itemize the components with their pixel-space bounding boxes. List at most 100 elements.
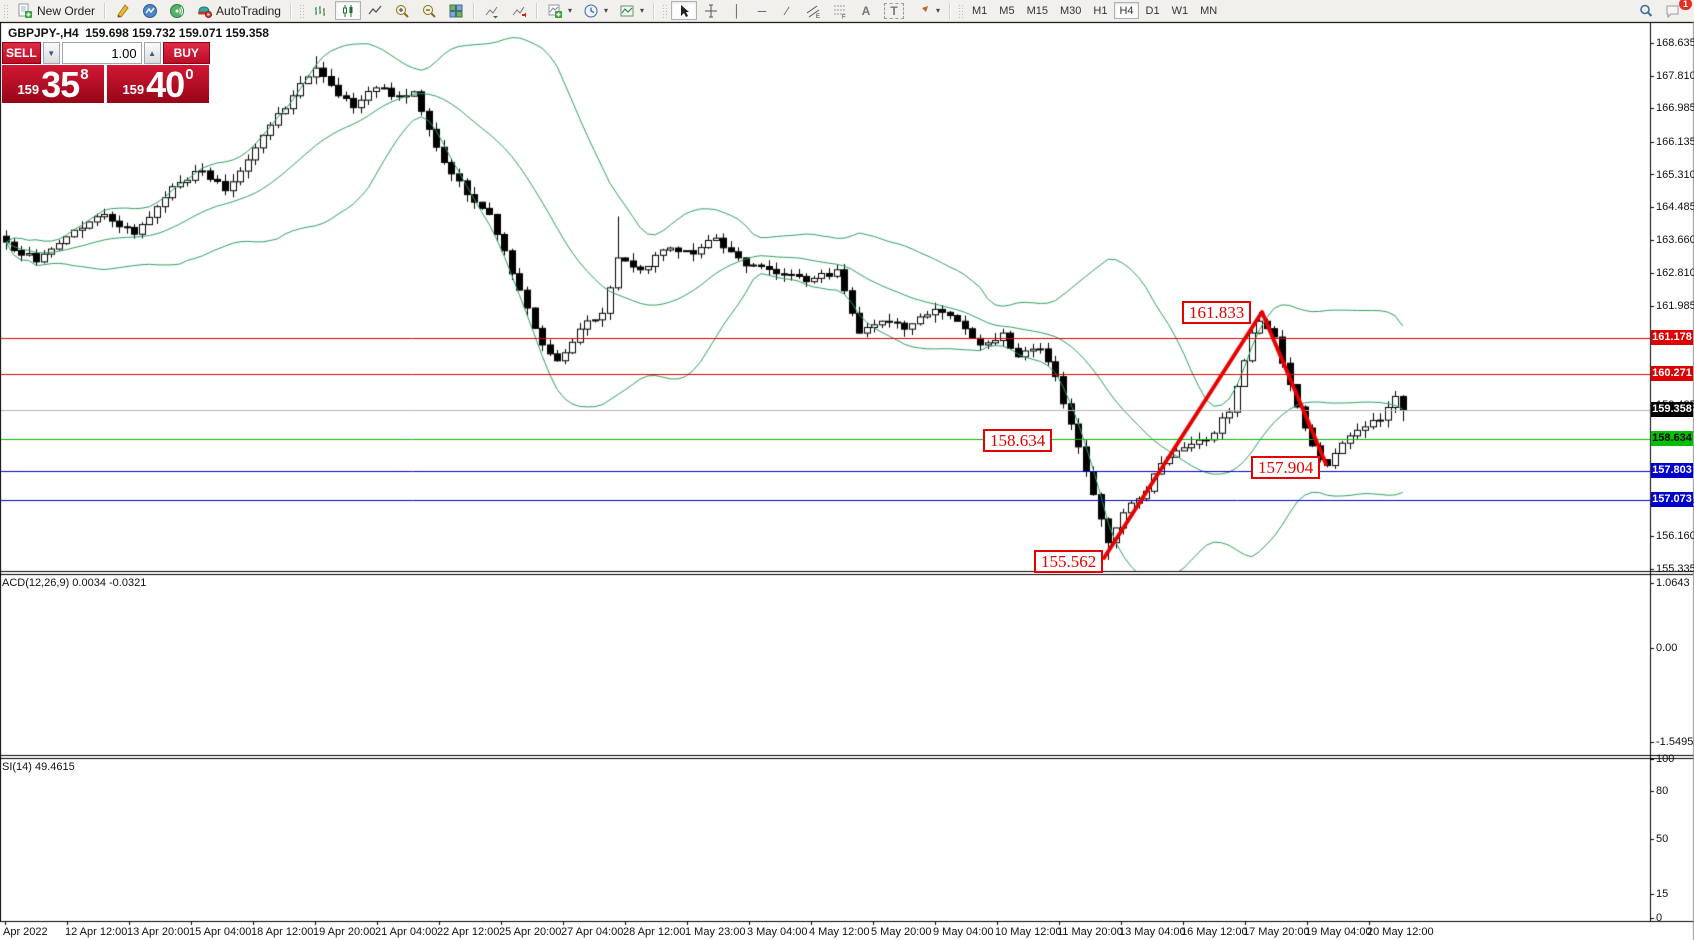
buy-button[interactable]: BUY [162,42,210,64]
macd-indicator-label: ACD(12,26,9) 0.0034 -0.0321 [2,577,147,589]
volume-increase-button[interactable]: ▲ [143,42,161,64]
time-axis-label: 16 May 12:00 [1181,926,1248,938]
price-axis-label: 162.810 [1656,267,1694,280]
macd-axis-label: 0.00 [1656,641,1678,654]
volume-input[interactable] [61,42,142,64]
vertical-line-icon: │ [733,3,741,18]
time-axis-label: 25 Apr 20:00 [499,926,562,938]
rsi-axis-label: 50 [1656,832,1669,845]
rsi-axis-label: 0 [1656,912,1663,924]
signals-button[interactable] [164,1,190,20]
swing-annotation-label: 158.634 [983,429,1053,452]
autotrading-button[interactable]: AutoTrading [191,1,286,20]
time-axis-label: 19 Apr 20:00 [313,926,376,938]
sell-price-panel[interactable]: 159 35 8 [2,65,104,103]
mql5-community-button[interactable] [137,1,163,20]
dropdown-caret-icon: ▾ [603,6,608,15]
text-label-tool-button[interactable]: T [879,1,909,20]
svg-text:E: E [816,14,820,19]
horizontal-line-tool-button[interactable]: ─ [750,1,774,20]
indicators-icon [548,4,562,18]
timeframe-button-m15[interactable]: M15 [1022,2,1053,19]
timeframe-button-mn[interactable]: MN [1195,2,1222,19]
sell-price-sup: 8 [80,66,89,83]
time-axis-label: 1 May 23:00 [685,926,746,938]
price-axis-label: 156.160 [1656,530,1694,543]
crosshair-tool-button[interactable] [698,1,724,20]
cursor-tool-button[interactable] [671,1,697,20]
new-order-label: New Order [37,3,96,18]
time-axis-label: 12 Apr 12:00 [65,926,128,938]
zoom-in-button[interactable] [389,1,415,20]
swing-annotation-label: 161.833 [1182,301,1252,324]
price-axis-label: 168.635 [1656,37,1694,49]
templates-button[interactable]: ▾ [614,1,649,20]
timeframe-button-m5[interactable]: M5 [994,2,1019,19]
vertical-line-tool-button[interactable]: │ [725,1,749,20]
toolbar-separator [289,2,292,19]
signals-icon [170,3,185,18]
bar-chart-icon [314,5,325,16]
swing-annotation-label: 155.562 [1034,550,1104,573]
rsi-axis-label: 15 [1656,888,1669,901]
time-axis-label: 20 May 12:00 [1367,926,1434,938]
mql5-community-icon [143,3,158,18]
timeframe-button-m30[interactable]: M30 [1055,2,1086,19]
toolbar-drag-handle[interactable] [958,3,964,18]
crosshair-icon [705,4,717,17]
svg-text:F: F [842,14,846,19]
periods-clock-icon [584,4,598,17]
price-axis-label: 161.985 [1656,300,1694,312]
time-axis-label: 27 Apr 04:00 [561,926,624,938]
toolbar-drag-handle[interactable] [3,3,8,18]
time-axis-label: 11 May 20:00 [1057,926,1123,938]
text-tool-button[interactable]: A [854,1,878,20]
chart-shift-button[interactable] [506,1,532,20]
time-axis-label: 3 May 04:00 [747,926,808,938]
timeframe-button-h1[interactable]: H1 [1088,2,1112,19]
volume-decrease-button[interactable]: ▼ [42,42,60,64]
rsi-axis-label: 100 [1656,753,1675,765]
periods-button[interactable]: ▾ [578,1,613,20]
toolbar-drag-handle[interactable] [662,3,667,18]
timeframe-button-d1[interactable]: D1 [1141,2,1165,19]
new-order-button[interactable]: New Order [12,1,100,20]
zoom-out-icon [422,4,436,18]
fibonacci-tool-button[interactable]: F [827,1,853,20]
candlestick-icon [342,4,353,17]
price-tag: 157.803 [1651,463,1693,479]
search-button[interactable] [1633,1,1659,20]
candlestick-mode-button[interactable] [334,1,361,20]
styler-button[interactable] [110,1,136,20]
trendline-tool-button[interactable]: ∕ [775,1,799,20]
channel-tool-button[interactable]: E [800,1,826,20]
zoom-in-icon [395,4,409,18]
arrows-tool-button[interactable]: ▾ [910,1,945,20]
text-label-icon: T [884,2,904,19]
indicators-button[interactable]: ▾ [542,1,577,20]
cursor-icon [681,4,689,17]
timeframe-button-h4[interactable]: H4 [1114,2,1139,19]
timeframe-button-w1[interactable]: W1 [1167,2,1194,19]
time-axis-label: 21 Apr 04:00 [375,926,438,938]
macd-axis-label: -1.5495 [1656,736,1694,748]
price-tag: 159.358 [1651,401,1693,417]
one-click-trading-panel: SELL ▼ ▲ BUY 159 35 8 159 40 0 [2,42,210,103]
line-chart-mode-button[interactable] [362,1,388,20]
auto-scroll-button[interactable] [479,1,505,20]
tile-windows-button[interactable] [443,1,469,20]
buy-price-panel[interactable]: 159 40 0 [107,65,209,103]
bar-chart-mode-button[interactable] [308,1,334,20]
equidistant-channel-icon: E [806,5,820,19]
zoom-out-button[interactable] [416,1,442,20]
toolbar-drag-handle[interactable] [298,3,304,18]
chat-bubble-icon [1666,5,1679,18]
chart-shift-icon [512,6,526,17]
toolbar-separator [472,2,475,19]
notifications-button[interactable]: 1 [1660,0,1692,20]
timeframe-button-m1[interactable]: M1 [967,2,992,19]
sell-button[interactable]: SELL [2,42,41,64]
price-axis-label: 155.335 [1656,563,1694,575]
